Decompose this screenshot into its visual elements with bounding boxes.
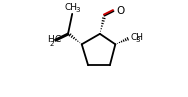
Text: CH: CH <box>131 33 144 42</box>
Text: 3: 3 <box>136 37 140 43</box>
Text: H: H <box>47 35 54 44</box>
Text: CH: CH <box>65 3 78 12</box>
Text: 2: 2 <box>50 41 54 47</box>
Text: O: O <box>116 6 124 16</box>
Text: 3: 3 <box>75 7 79 13</box>
Text: C: C <box>55 35 61 44</box>
